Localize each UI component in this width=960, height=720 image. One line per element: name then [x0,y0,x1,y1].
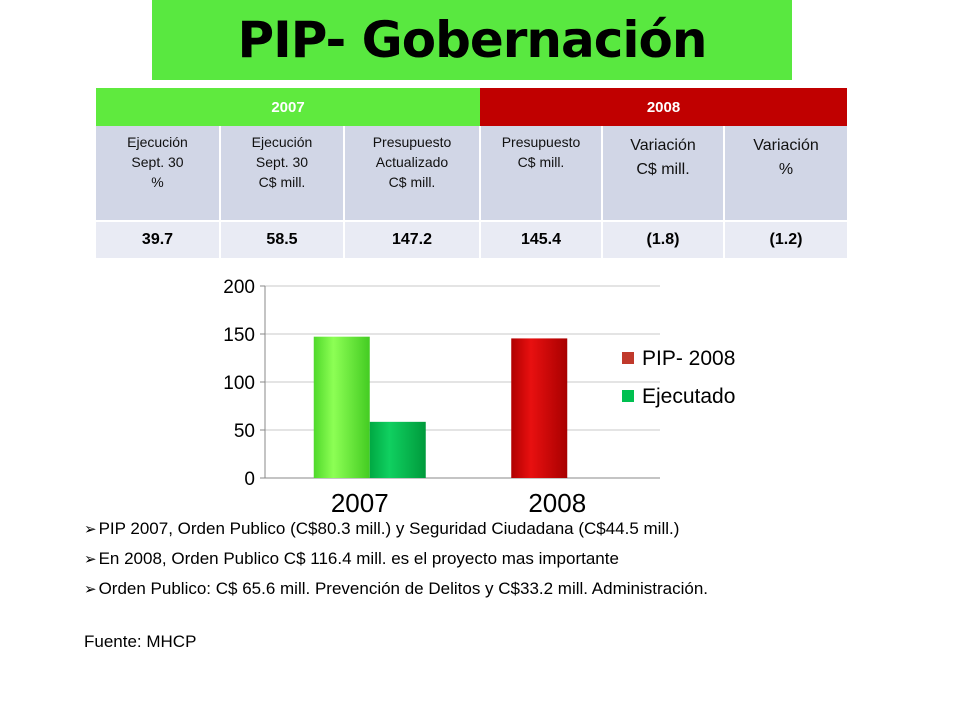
bar-pip-2008-2008 [511,338,568,478]
legend-swatch [622,352,634,364]
table-cell: 58.5 [219,220,344,258]
column-header: Presupuesto Actualizado C$ mill. [343,126,480,221]
y-tick-label: 200 [223,277,255,298]
legend-label: Ejecutado [642,385,735,408]
y-tick-label: 100 [223,373,255,394]
column-header: Variación % [723,126,847,221]
bar-ejecutado-2007 [369,421,426,478]
table-cell: 39.7 [96,220,220,258]
title-band: PIP- Gobernación [152,0,792,80]
table-cell: 145.4 [479,220,602,258]
table-cell: 147.2 [343,220,480,258]
list-item: ➢ En 2008, Orden Publico C$ 116.4 mill. e… [84,549,619,568]
source-note: Fuente: MHCP [84,632,197,651]
y-tick-label: 50 [234,421,255,442]
legend-swatch [622,390,634,402]
budget-table: 2007 2008 Ejecución Sept. 30 % Ejecución… [96,88,847,258]
table-header-2007: 2007 [96,88,480,126]
page-title: PIP- Gobernación [237,11,708,69]
y-tick-label: 150 [223,325,255,346]
arrow-bullet-icon: ➢ [84,551,97,568]
bar-chart: 0 50 100 150 200 2007 2008 PIP- 2008 Ejecutado [223,277,735,518]
column-header: Ejecución Sept. 30 % [96,126,220,221]
table-column-header-row: Ejecución Sept. 30 % Ejecución Sept. 30 … [96,126,847,221]
x-tick-label: 2007 [331,488,389,518]
column-header: Presupuesto C$ mill. [479,126,602,221]
legend-label: PIP- 2008 [642,347,735,370]
bullet-list: ➢ PIP 2007, Orden Publico (C$80.3 mill.) … [84,514,708,604]
table-group-header-row: 2007 2008 [96,88,847,126]
chart-legend: PIP- 2008 Ejecutado [622,347,735,408]
table-cell: (1.8) [601,220,724,258]
y-tick-label: 0 [244,469,255,490]
arrow-bullet-icon: ➢ [84,581,97,598]
chart-tick-labels: 0 50 100 150 200 2007 2008 [223,277,586,518]
table-header-2008: 2008 [480,88,847,126]
chart-bars [313,336,568,478]
table-cell: (1.2) [723,220,847,258]
column-header: Variación C$ mill. [601,126,724,221]
bar-pip-2008-2007 [313,336,370,478]
arrow-bullet-icon: ➢ [84,521,97,538]
column-header: Ejecución Sept. 30 C$ mill. [219,126,344,221]
x-tick-label: 2008 [528,488,586,518]
table-row: 39.7 58.5 147.2 145.4 (1.8) (1.2) [96,220,847,258]
list-item: ➢ Orden Publico: C$ 65.6 mill. Prevención… [84,579,709,598]
list-item: ➢ PIP 2007, Orden Publico (C$80.3 mill.) … [84,519,680,538]
